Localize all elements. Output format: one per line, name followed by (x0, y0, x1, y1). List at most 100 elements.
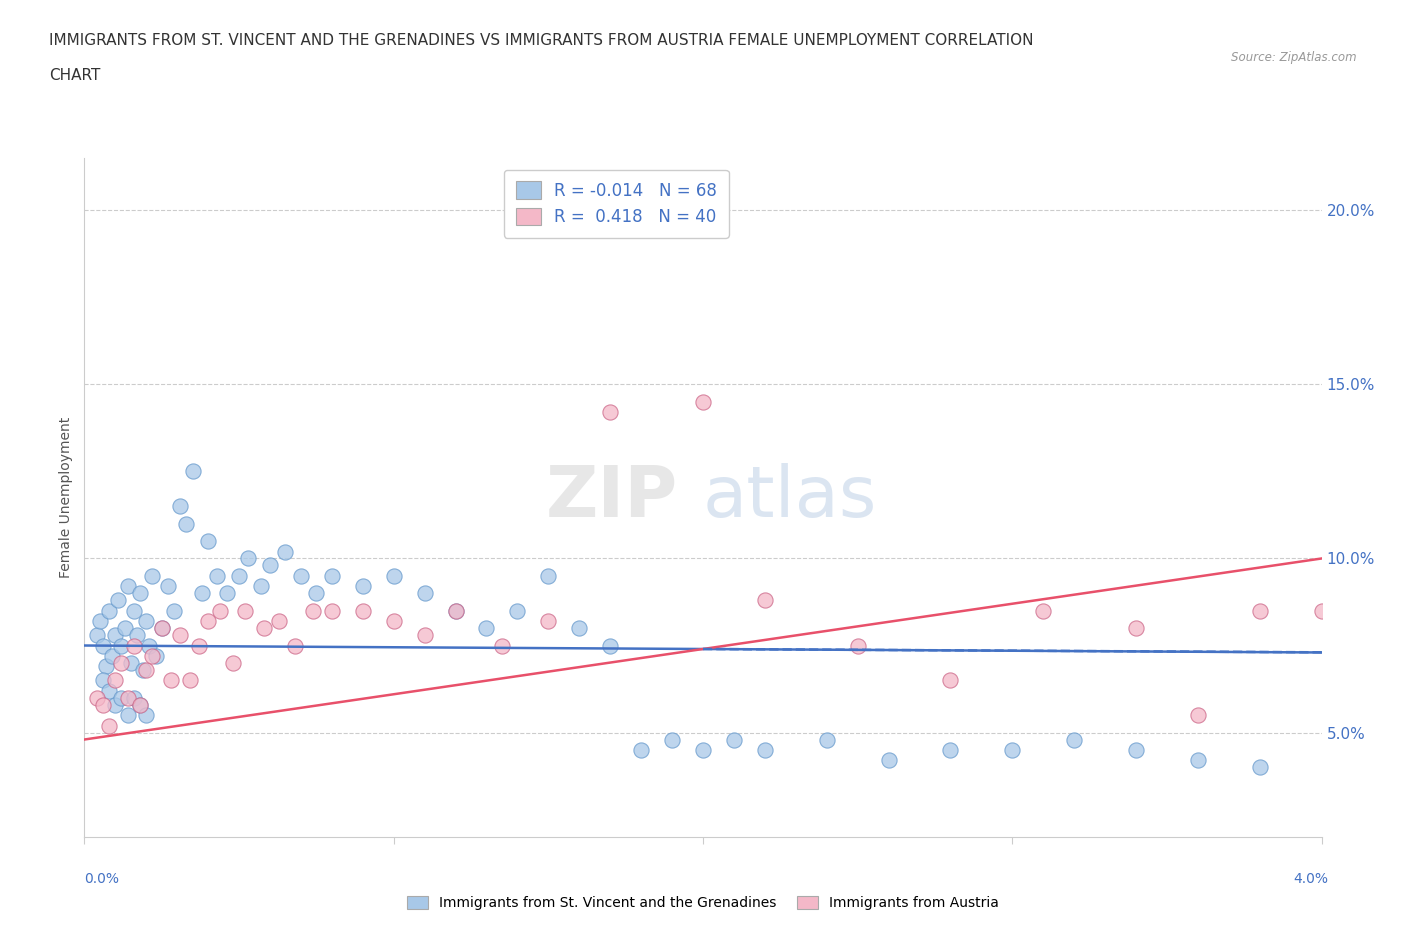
Point (475, 620, 498, 635)
Point (129, 698, 152, 712)
Point (939, 742, 962, 757)
Point (352, 578, 374, 593)
Point (129, 586, 152, 601)
Point (754, 592, 776, 607)
Point (444, 604, 467, 618)
Point (382, 614, 405, 629)
Point (191, 586, 214, 601)
Point (91, 698, 114, 712)
Point (321, 568, 343, 583)
Point (138, 638, 160, 653)
Point (599, 405, 621, 419)
Point (117, 708, 139, 723)
Point (222, 656, 245, 671)
Point (537, 614, 560, 629)
Point (877, 753, 900, 768)
Point (156, 578, 179, 593)
Point (104, 628, 127, 643)
Text: CHART: CHART (49, 68, 101, 83)
Point (537, 568, 560, 583)
Point (91, 638, 114, 653)
Point (253, 620, 276, 635)
Point (86, 628, 108, 643)
Point (1032, 604, 1054, 618)
Point (110, 690, 132, 705)
Point (413, 628, 436, 643)
Point (630, 742, 652, 757)
Point (723, 732, 745, 747)
Legend: R = -0.014   N = 68, R =  0.418   N = 40: R = -0.014 N = 68, R = 0.418 N = 40 (505, 170, 728, 238)
Point (98, 684, 121, 698)
Point (815, 732, 838, 747)
Point (352, 604, 374, 618)
Point (169, 628, 191, 643)
Point (110, 638, 132, 653)
Point (91, 673, 114, 688)
Point (98, 604, 121, 618)
Text: IMMIGRANTS FROM ST. VINCENT AND THE GRENADINES VS IMMIGRANTS FROM AUSTRIA FEMALE: IMMIGRANTS FROM ST. VINCENT AND THE GREN… (49, 33, 1033, 47)
Point (413, 586, 436, 601)
Point (163, 604, 186, 618)
Point (117, 690, 139, 705)
Point (228, 568, 250, 583)
Point (94, 659, 117, 674)
Point (269, 614, 291, 629)
Point (125, 628, 148, 643)
Point (110, 656, 132, 671)
Point (274, 544, 297, 559)
Y-axis label: Female Unemployment: Female Unemployment (59, 417, 73, 578)
Point (86, 690, 108, 705)
Point (238, 551, 260, 566)
Point (692, 742, 714, 757)
Point (187, 638, 209, 653)
Point (135, 708, 157, 723)
Point (114, 620, 136, 635)
Point (1001, 742, 1024, 757)
Point (290, 568, 312, 583)
Point (117, 578, 139, 593)
Point (132, 662, 155, 677)
Point (599, 638, 621, 653)
Point (160, 673, 183, 688)
Point (491, 638, 513, 653)
Point (209, 604, 232, 618)
Point (692, 394, 714, 409)
Point (101, 648, 124, 663)
Point (197, 614, 219, 629)
Point (150, 620, 173, 635)
Text: ZIP: ZIP (546, 463, 678, 532)
Point (141, 648, 163, 663)
Text: Source: ZipAtlas.com: Source: ZipAtlas.com (1232, 51, 1357, 64)
Point (444, 604, 467, 618)
Point (939, 673, 962, 688)
Point (89, 614, 111, 629)
Point (321, 604, 343, 618)
Point (1187, 708, 1209, 723)
Text: 0.0%: 0.0% (84, 871, 120, 886)
Point (122, 638, 145, 653)
Point (305, 586, 328, 601)
Point (179, 673, 201, 688)
Point (107, 592, 129, 607)
Point (846, 638, 869, 653)
Point (1125, 620, 1147, 635)
Point (1249, 604, 1271, 618)
Point (169, 498, 191, 513)
Point (233, 604, 256, 618)
Point (1249, 760, 1271, 775)
Point (259, 558, 281, 573)
Point (122, 604, 145, 618)
Point (568, 620, 591, 635)
Point (181, 464, 204, 479)
Point (145, 648, 167, 663)
Point (661, 732, 683, 747)
Point (122, 690, 145, 705)
Point (141, 568, 163, 583)
Point (1125, 742, 1147, 757)
Point (249, 578, 271, 593)
Point (176, 516, 198, 531)
Point (197, 534, 219, 549)
Point (98, 718, 121, 733)
Point (302, 604, 325, 618)
Point (104, 698, 127, 712)
